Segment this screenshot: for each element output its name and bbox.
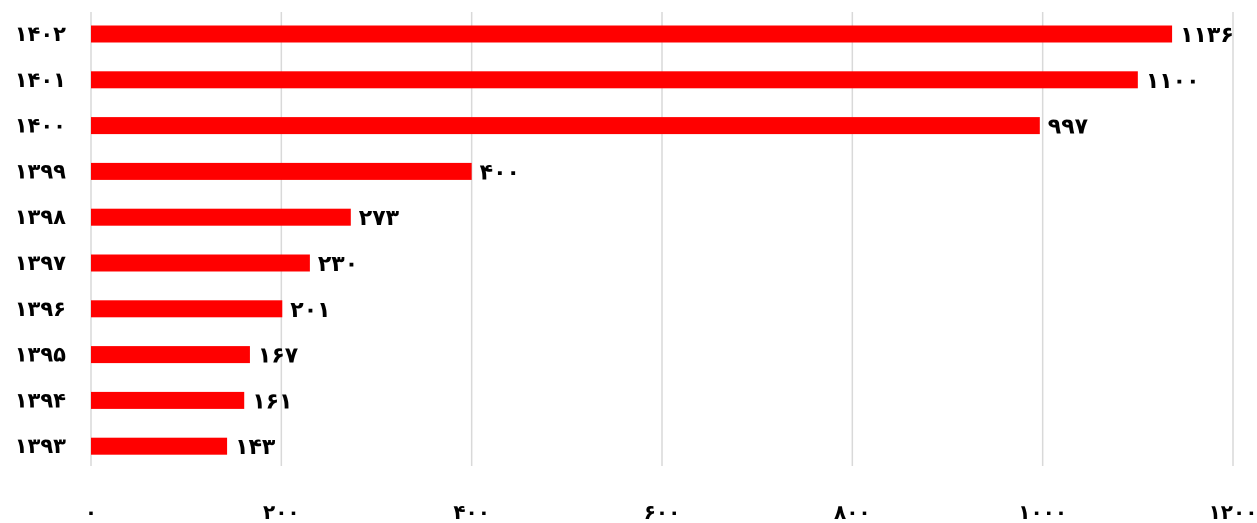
data-label: ۹۹۷ xyxy=(1048,115,1089,140)
bar xyxy=(91,117,1040,135)
x-axis-tick-labels: ۰ ۲۰۰ ۴۰۰ ۶۰۰ ۸۰۰ ۱۰۰۰ ۱۲۰۰ xyxy=(85,500,1257,523)
bar xyxy=(91,254,310,272)
x-tick-label: ۶۰۰ xyxy=(644,500,681,523)
bar xyxy=(91,346,250,364)
category-label: ۱۴۰۱ xyxy=(15,68,66,92)
data-label: ۲۷۳ xyxy=(359,206,400,231)
category-label: ۱۳۹۳ xyxy=(15,434,66,458)
data-label: ۲۰۱ xyxy=(290,298,330,323)
category-label: ۱۳۹۴ xyxy=(15,388,66,412)
category-label: ۱۴۰۰ xyxy=(15,114,66,138)
data-label: ۴۰۰ xyxy=(480,160,520,185)
data-label: ۱۶۱ xyxy=(252,389,292,414)
x-tick-label: ۱۲۰۰ xyxy=(1209,500,1257,523)
data-label: ۱۱۳۶ xyxy=(1180,23,1234,48)
category-label: ۱۳۹۷ xyxy=(15,251,66,275)
category-label: ۱۳۹۹ xyxy=(15,159,66,183)
category-label: ۱۳۹۶ xyxy=(15,297,66,321)
category-label: ۱۴۰۲ xyxy=(15,22,66,46)
x-tick-label: ۴۰۰ xyxy=(453,500,490,523)
category-labels: ۱۴۰۲ ۱۴۰۱ ۱۴۰۰ ۱۳۹۹ ۱۳۹۸ ۱۳۹۷ ۱۳۹۶ ۱۳۹۵ ۱۳۹۴ ۱۳۹۳ xyxy=(15,22,66,458)
bar xyxy=(91,208,351,226)
data-label: ۲۳۰ xyxy=(318,252,358,277)
bar xyxy=(91,71,1138,89)
bar xyxy=(91,391,245,409)
x-tick-label: ۱۰۰۰ xyxy=(1018,500,1067,523)
bar xyxy=(91,25,1173,43)
bar xyxy=(91,300,283,318)
bar xyxy=(91,437,228,455)
data-label: ۱۱۰۰ xyxy=(1146,69,1200,94)
category-label: ۱۳۹۸ xyxy=(15,205,66,229)
data-label: ۱۶۷ xyxy=(258,344,299,369)
x-tick-label: ۲۰۰ xyxy=(263,500,300,523)
x-tick-label: ۸۰۰ xyxy=(834,500,871,523)
bars xyxy=(91,25,1173,455)
data-label: ۱۴۳ xyxy=(235,435,276,460)
x-tick-label: ۰ xyxy=(85,500,97,523)
category-label: ۱۳۹۵ xyxy=(15,343,66,367)
bar xyxy=(91,162,472,180)
